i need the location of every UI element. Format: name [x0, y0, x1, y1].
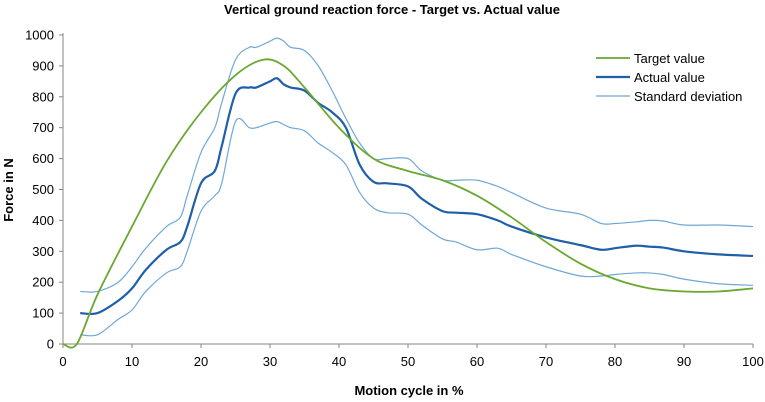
legend-label: Actual value — [634, 70, 705, 85]
x-axis-label: Motion cycle in % — [354, 383, 464, 398]
legend-label: Standard deviation — [634, 89, 742, 104]
x-tick-label: 10 — [125, 354, 139, 369]
x-tick-label: 40 — [332, 354, 346, 369]
legend: Target value Actual value Standard deviati… — [596, 51, 742, 104]
series-lines — [62, 37, 754, 349]
x-tick-label: 50 — [401, 354, 415, 369]
x-tick-label: 20 — [194, 354, 208, 369]
y-tick-label: 900 — [32, 58, 54, 73]
y-tick-label: 1000 — [25, 28, 54, 43]
y-tick-label: 300 — [32, 244, 54, 259]
x-tick-label: 0 — [59, 354, 66, 369]
y-tick-label: 0 — [47, 337, 54, 352]
y-tick-label: 100 — [32, 306, 54, 321]
series-line-actual-value — [80, 77, 754, 316]
x-tick-label: 70 — [539, 354, 553, 369]
x-tick-label: 90 — [677, 354, 691, 369]
series-line-standard-deviation — [80, 37, 754, 293]
y-tick-label: 500 — [32, 182, 54, 197]
y-tick-label: 800 — [32, 89, 54, 104]
y-tick-label: 700 — [32, 120, 54, 135]
axes — [59, 33, 754, 348]
x-tick-label: 100 — [742, 354, 764, 369]
chart-title: Vertical ground reaction force - Target … — [224, 2, 560, 17]
series-line-target-value — [62, 58, 754, 349]
tick-labels: 0 100 200 300 400 500 600 700 800 900 1000 0 10 20 30 4… — [25, 28, 764, 370]
y-tick-label: 400 — [32, 213, 54, 228]
y-tick-label: 600 — [32, 151, 54, 166]
y-tick-label: 200 — [32, 275, 54, 290]
x-tick-label: 60 — [470, 354, 484, 369]
legend-label: Target value — [634, 51, 705, 66]
series-line-standard-deviation-lower — [80, 117, 754, 337]
x-tick-label: 30 — [263, 354, 277, 369]
y-axis-label: Force in N — [1, 158, 16, 222]
x-tick-label: 80 — [608, 354, 622, 369]
